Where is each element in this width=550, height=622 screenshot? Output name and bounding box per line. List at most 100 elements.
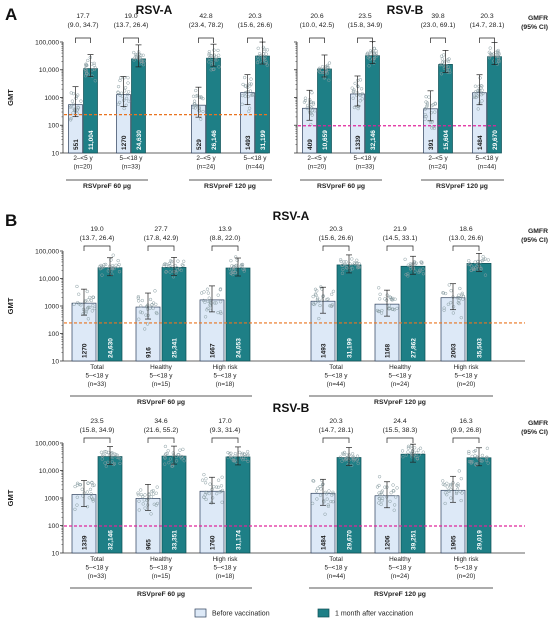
data-point <box>249 77 253 81</box>
data-point <box>400 449 405 453</box>
y-axis: 10 100 1000 10,000 100,000 GMT <box>6 440 64 557</box>
data-point <box>442 306 446 310</box>
category-label: (n=44) <box>327 573 346 580</box>
data-point <box>116 258 120 263</box>
data-point <box>424 114 428 119</box>
gmfr-value: 19.0 <box>124 13 137 20</box>
data-point <box>228 267 232 271</box>
data-point <box>155 485 159 489</box>
data-point <box>109 452 113 456</box>
data-point <box>86 481 90 486</box>
data-point <box>162 264 166 268</box>
data-point <box>241 267 245 271</box>
category-label: 5–<18 y <box>150 565 174 572</box>
data-point <box>358 93 362 97</box>
y-tick-label: 1000 <box>44 303 59 310</box>
data-point <box>327 78 331 82</box>
gmfr-value: 42.8 <box>199 13 212 20</box>
data-point <box>427 95 431 99</box>
data-point <box>178 448 182 452</box>
data-point <box>356 105 360 109</box>
data-point <box>215 58 219 62</box>
data-point <box>140 311 144 315</box>
category-label: Healthy <box>150 556 172 563</box>
data-point <box>341 452 346 456</box>
data-point <box>441 291 446 295</box>
data-point <box>380 496 385 501</box>
value-label-after: 35,503 <box>476 338 483 358</box>
data-point <box>438 63 442 67</box>
value-label-before: 1339 <box>81 535 88 550</box>
panel-label-a: A <box>5 5 17 24</box>
category-label: (n=20) <box>74 164 93 171</box>
bar-after <box>336 264 362 362</box>
data-point <box>137 52 141 56</box>
data-point <box>352 261 356 265</box>
category-label: 5–<18 y <box>455 373 479 380</box>
data-point <box>240 102 244 106</box>
data-point <box>445 481 449 485</box>
data-point <box>216 53 221 57</box>
data-point <box>99 263 103 268</box>
data-point <box>449 496 453 500</box>
group-label: RSVpreF 60 µg <box>83 183 131 190</box>
category-label: 2–<5 y <box>73 155 93 162</box>
data-point <box>488 46 492 50</box>
data-point <box>215 492 219 496</box>
data-point <box>103 262 108 267</box>
data-point <box>106 460 110 464</box>
gmfr-ci: (15.5, 38.3) <box>383 427 418 434</box>
data-point <box>197 109 202 113</box>
data-point <box>355 458 359 462</box>
data-point <box>180 263 184 267</box>
data-point <box>322 70 326 75</box>
error-bar-before <box>145 484 151 511</box>
category-0-0: 1339 32,146 23.5 (15.8, 34.9) Total 5–<18 y(n… <box>71 418 123 580</box>
category-label: 2–<5 y <box>307 155 327 162</box>
data-point <box>341 263 345 267</box>
y-tick-label: 10 <box>52 150 60 157</box>
data-point <box>86 306 90 310</box>
data-point <box>171 464 175 468</box>
data-point <box>461 297 465 301</box>
data-point <box>139 304 143 308</box>
data-point <box>374 49 378 53</box>
data-point <box>350 267 355 271</box>
data-point <box>233 452 238 456</box>
gmfr-ci: (14.7, 28.1) <box>319 427 354 434</box>
data-point <box>194 88 198 93</box>
dots-before <box>441 469 464 506</box>
data-point <box>114 452 118 457</box>
data-point <box>86 58 90 63</box>
data-point <box>265 48 270 52</box>
data-point <box>449 289 453 293</box>
data-point <box>207 491 211 496</box>
category-0-0: 409 10,659 20.6 (10.0, 42.5) 2–<5 y (n=20) <box>300 13 335 171</box>
dots-before <box>199 287 223 319</box>
data-point <box>417 270 421 274</box>
data-point <box>322 500 326 504</box>
value-label-after: 29,019 <box>476 530 483 550</box>
data-point <box>88 305 92 310</box>
data-point <box>68 105 73 109</box>
error-bar-after <box>210 43 217 67</box>
data-point <box>141 53 145 57</box>
error-bar-before <box>81 480 87 507</box>
data-point <box>166 449 170 453</box>
dots-before <box>200 472 225 505</box>
error-bar-before <box>72 86 79 118</box>
data-point <box>148 306 152 311</box>
chart-b-rsv-b: RSV-B GMFR (95% CI) 10 100 1000 10,000 100,000 G… <box>6 401 548 598</box>
data-point <box>153 289 157 293</box>
error-bar-before <box>450 283 456 311</box>
dots-before <box>191 88 205 121</box>
data-point <box>356 266 360 270</box>
error-bar-after <box>107 257 113 277</box>
error-bar-before <box>384 481 390 509</box>
data-point <box>392 503 397 507</box>
data-point <box>123 86 128 90</box>
data-point <box>207 60 211 64</box>
data-point <box>204 497 208 502</box>
legend-swatch-before <box>194 608 207 618</box>
gmfr-ci: (15.6, 26.6) <box>238 22 273 29</box>
